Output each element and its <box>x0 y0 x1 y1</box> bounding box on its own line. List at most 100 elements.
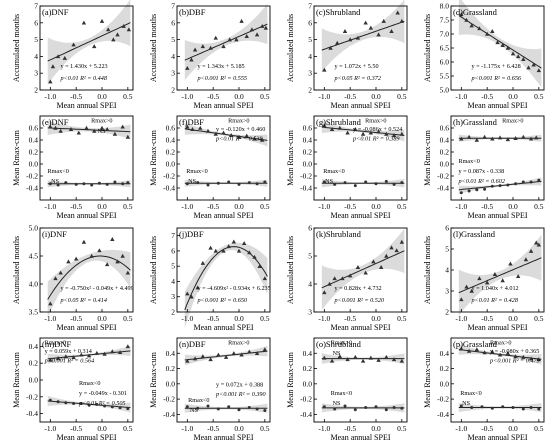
point-b-0-11 <box>249 27 255 32</box>
y-tick-label-j-1: 3 <box>171 292 175 301</box>
y-tick-label-p-4: 0.4 <box>440 349 450 358</box>
y-tick-label-h-5: 0.6 <box>440 124 450 133</box>
point-e-0-8 <box>104 127 110 131</box>
annotation-n-3: Rmax<0 <box>188 397 209 404</box>
x-axis-label-d: Mean annual SPEI <box>468 101 528 110</box>
point-c-0-6 <box>363 20 368 25</box>
point-b-0-1 <box>189 57 194 62</box>
point-k-0-8 <box>378 265 384 269</box>
point-g-0-10 <box>399 131 405 136</box>
y-tick-label-k-0: 3 <box>308 308 312 317</box>
point-g-0-0 <box>322 123 327 128</box>
y-tick-label-e-4: 0.4 <box>29 136 39 145</box>
point-h-1-6 <box>506 183 510 187</box>
x-tick-label-a-0: -1.0 <box>44 92 56 101</box>
point-g-0-5 <box>360 131 366 136</box>
annotation-a-1: p<0.01 R² = 0.448 <box>59 75 107 82</box>
point-f-0-9 <box>252 136 257 141</box>
point-n-0-0 <box>185 358 190 363</box>
point-h-0-4 <box>490 136 495 141</box>
y-tick-label-e-3: 0.2 <box>29 148 39 157</box>
point-g-1-7 <box>392 182 396 186</box>
point-a-0-1 <box>50 64 56 69</box>
x-tick-label-i-3: 0.5 <box>123 314 133 323</box>
point-c-0-9 <box>381 18 386 23</box>
x-tick-label-i-0: -1.0 <box>44 314 56 323</box>
y-tick-label-e-2: 0.0 <box>29 160 39 169</box>
point-e-0-7 <box>99 125 105 130</box>
x-tick-label-i-2: 0.0 <box>97 314 107 323</box>
x-tick-label-e-3: 0.5 <box>123 202 133 211</box>
point-f-0-6 <box>229 133 234 137</box>
panel-b: -1.0 -0.5 0.0 0.5 2 3 4 5 6 7 (b)DBF Accumulated mo… <box>149 2 271 110</box>
x-tick-label-o-0: -1.0 <box>318 424 330 433</box>
y-axis-label-g: Mean Rmax-cum <box>286 129 295 186</box>
annotation-a-0: y = 1.430x + 5.223 <box>60 63 107 70</box>
panel-title-g: (g)Shrubland <box>316 117 362 127</box>
annotation-o-3: NS <box>333 400 341 407</box>
annotation-j-1: p<0.001 R² = 0.650 <box>196 297 247 304</box>
point-i-0-0 <box>48 301 53 306</box>
point-i-0-1 <box>53 276 58 281</box>
point-e-1-3 <box>74 182 78 186</box>
point-h-1-5 <box>498 184 502 188</box>
x-tick-label-n-0: -1.0 <box>181 424 193 433</box>
point-d-0-3 <box>477 26 482 31</box>
annotation-i-1: p<0.05 R² = 0.414 <box>59 297 106 304</box>
point-n-0-7 <box>239 352 244 357</box>
point-n-0-8 <box>247 349 252 354</box>
fit-line-i-0 <box>47 255 131 300</box>
point-e-1-0 <box>48 182 52 186</box>
point-d-0-6 <box>495 40 500 45</box>
plot-frame-e <box>39 115 134 201</box>
point-e-1-1 <box>56 183 60 187</box>
annotation-p-0: Rmax>0 <box>490 340 511 347</box>
y-tick-label-d-4: 7.0 <box>440 30 450 39</box>
point-e-0-1 <box>53 125 58 130</box>
point-o-0-5 <box>360 358 366 363</box>
point-h-1-9 <box>529 180 533 184</box>
annotation-p-2: p<0.001 R² = 0.479 <box>489 357 540 364</box>
point-o-1-0 <box>322 405 326 409</box>
y-tick-label-c-4: 6 <box>308 18 312 27</box>
panel-c: -1.0 -0.5 0.0 0.5 2 3 4 5 6 7 (c)Shrubland Accumula… <box>286 0 408 110</box>
point-p-1-5 <box>511 406 515 409</box>
point-n-0-5 <box>223 354 229 359</box>
x-tick-label-p-2: 0.0 <box>508 424 518 433</box>
plot-frame-b <box>176 5 271 91</box>
point-i-0-3 <box>66 259 71 264</box>
panel-title-j: (j)DBF <box>179 229 204 239</box>
point-e-0-10 <box>120 124 125 129</box>
point-n-1-2 <box>206 404 210 408</box>
y-tick-label-o-1: -0.2 <box>300 395 312 404</box>
point-n-0-9 <box>254 351 260 356</box>
point-p-0-9 <box>528 356 534 361</box>
point-c-0-11 <box>395 10 400 15</box>
y-tick-label-d-0: 5.0 <box>440 86 450 95</box>
y-tick-label-m-2: 0.0 <box>29 376 39 385</box>
point-j-0-8 <box>231 239 237 244</box>
point-o-1-4 <box>364 406 368 409</box>
x-tick-label-c-3: 0.5 <box>397 92 407 101</box>
point-m-1-2 <box>64 401 68 405</box>
point-m-1-3 <box>72 402 76 405</box>
point-n-0-2 <box>200 354 206 359</box>
point-m-0-9 <box>117 350 123 355</box>
y-axis-label-k: Accumulated months <box>286 236 295 304</box>
point-f-0-8 <box>244 133 249 138</box>
x-tick-label-p-3: 0.5 <box>534 424 544 433</box>
y-tick-label-a-1: 3 <box>34 69 38 78</box>
x-tick-label-o-3: 0.5 <box>397 424 407 433</box>
panel-j: -1.0 -0.5 0.0 0.5 2 3 4 5 6 7 (j)DBF Accumulated mo… <box>149 227 271 332</box>
point-c-0-12 <box>399 18 405 23</box>
plot-frame-p <box>450 337 545 423</box>
annotation-o-2: Rmax<0 <box>331 390 352 397</box>
point-f-1-7 <box>255 182 259 186</box>
plot-frame-h <box>450 115 545 201</box>
point-l-0-4 <box>484 280 490 285</box>
point-b-0-4 <box>208 45 213 50</box>
annotation-g-1: y = -0.086x + 0.524 <box>353 126 402 133</box>
fit-line-c-0 <box>321 20 405 51</box>
y-tick-label-p-3: 0.2 <box>440 364 450 373</box>
y-tick-label-m-4: 0.4 <box>29 342 39 351</box>
